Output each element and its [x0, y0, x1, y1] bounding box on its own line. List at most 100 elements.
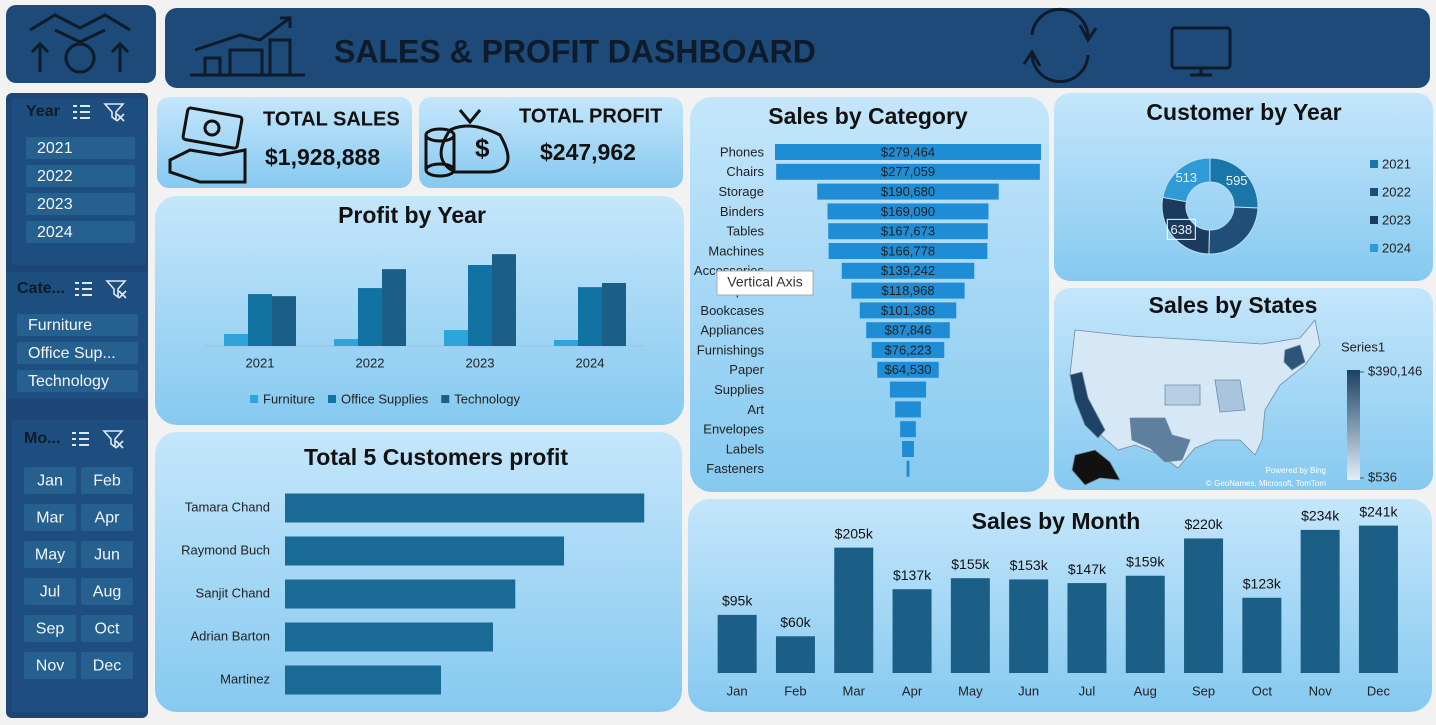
bar: [1358, 525, 1398, 673]
y-tick-label: Machines: [708, 243, 764, 258]
x-tick-label: Aug: [1134, 683, 1157, 698]
color-scale: [1347, 370, 1360, 480]
y-tick-label: Raymond Buch: [181, 542, 270, 557]
scale-label: $536: [1368, 469, 1397, 484]
slicer-item[interactable]: [81, 467, 133, 494]
slicer-clear-icon[interactable]: [102, 430, 124, 449]
funnel-bar: [841, 262, 975, 279]
slicer-item[interactable]: [17, 342, 138, 364]
bar: [892, 589, 932, 673]
legend-label: Technology: [454, 391, 520, 406]
slicer-select-icon[interactable]: [72, 432, 89, 446]
funnel-bar: [877, 361, 939, 378]
y-tick-label: Fasteners: [706, 461, 764, 476]
kpi-panel: [419, 97, 683, 188]
slicer-item-label: Office Sup...: [28, 345, 116, 362]
slicer-item[interactable]: [81, 578, 133, 605]
funnel-bar: [871, 342, 945, 358]
y-tick-label: Envelopes: [703, 422, 764, 437]
bar: [272, 296, 296, 346]
slicer-title: Mo...: [24, 430, 60, 447]
slicer-item[interactable]: [17, 314, 138, 336]
data-label: $166,778: [881, 243, 935, 258]
slicer-item-label: Oct: [95, 621, 120, 638]
bar: [1184, 538, 1224, 673]
slicer-item[interactable]: [24, 652, 76, 679]
y-tick-label: Chairs: [726, 164, 764, 179]
legend-label: 2024: [1382, 240, 1411, 255]
bar: [1242, 597, 1282, 673]
data-label: $118,968: [881, 283, 934, 298]
bar: [1009, 579, 1049, 673]
svg-text:$: $: [475, 133, 490, 163]
x-tick-label: 2021: [246, 355, 275, 370]
slicer-item[interactable]: [24, 615, 76, 642]
x-tick-label: Oct: [1252, 683, 1273, 698]
slicer-item[interactable]: [26, 137, 135, 159]
data-label: $234k: [1301, 508, 1340, 524]
slicer-item-label: Mar: [36, 510, 64, 527]
bar: [334, 339, 358, 346]
legend-swatch: [328, 395, 337, 403]
funnel-bar: [866, 322, 950, 339]
slicer-item[interactable]: [24, 578, 76, 605]
slicer-item[interactable]: [26, 221, 135, 243]
data-label: $190,680: [881, 184, 935, 199]
data-label: 638: [1170, 222, 1192, 237]
slicer-item-label: Nov: [36, 658, 64, 675]
slicer-title: Year: [26, 103, 60, 120]
slicer-item[interactable]: [26, 165, 135, 187]
slicer-item-label: Technology: [28, 373, 109, 390]
slicer-clear-icon[interactable]: [103, 103, 125, 122]
donut-slice: [1162, 157, 1211, 203]
slicer-item[interactable]: [24, 504, 76, 531]
slicer-item-label: Aug: [93, 584, 121, 601]
header-panel: [165, 8, 1430, 88]
funnel-bar: [895, 401, 921, 418]
slicer-select-icon[interactable]: [73, 105, 90, 119]
slicer-item[interactable]: [81, 615, 133, 642]
bar: [950, 578, 990, 673]
slicer-item[interactable]: [24, 541, 76, 568]
slicer-clear-icon[interactable]: [105, 280, 127, 299]
slicer-item-label: Sep: [36, 621, 65, 638]
dashboard-title: SALES & PROFIT DASHBOARD: [334, 33, 816, 69]
legend-swatch: [1370, 244, 1378, 252]
legend-label: 2023: [1382, 212, 1411, 227]
data-label: $60k: [780, 614, 811, 630]
slicer-item[interactable]: [26, 193, 135, 215]
tooltip: [716, 270, 814, 296]
data-label: $95k: [722, 593, 753, 609]
tooltip-text: Vertical Axis: [727, 274, 802, 290]
slicer-item[interactable]: [81, 504, 133, 531]
x-tick-label: Mar: [843, 683, 866, 698]
bar: [285, 536, 565, 566]
slicer-select-icon[interactable]: [75, 282, 92, 296]
kpi-label: TOTAL SALES: [263, 108, 400, 130]
legend-label: Office Supplies: [341, 391, 429, 406]
scale-label: $390,146: [1368, 363, 1422, 378]
data-label: 513: [1175, 170, 1197, 185]
logo-icon: [29, 13, 131, 74]
bar: [285, 665, 441, 695]
header-icons: [190, 7, 1232, 83]
bar: [224, 334, 248, 346]
slicer-item-label: 2023: [37, 196, 73, 213]
bar: [492, 254, 516, 346]
slicer-item-label: Apr: [95, 510, 121, 527]
slicer-item[interactable]: [81, 541, 133, 568]
bar: [1300, 529, 1340, 673]
x-tick-label: Jun: [1018, 683, 1039, 698]
kpi-value: $1,928,888: [265, 144, 380, 170]
slicer-item[interactable]: [17, 370, 138, 392]
kpi-icons: $: [168, 106, 510, 184]
bar: [578, 287, 602, 346]
data-label: $241k: [1359, 503, 1398, 519]
y-tick-label: Martinez: [220, 671, 270, 686]
chart-title: Sales by States: [1149, 292, 1318, 318]
legend-label: 2022: [1382, 184, 1411, 199]
slicer-item[interactable]: [81, 652, 133, 679]
slicer-item[interactable]: [24, 467, 76, 494]
slicer-title: Cate...: [17, 280, 65, 297]
